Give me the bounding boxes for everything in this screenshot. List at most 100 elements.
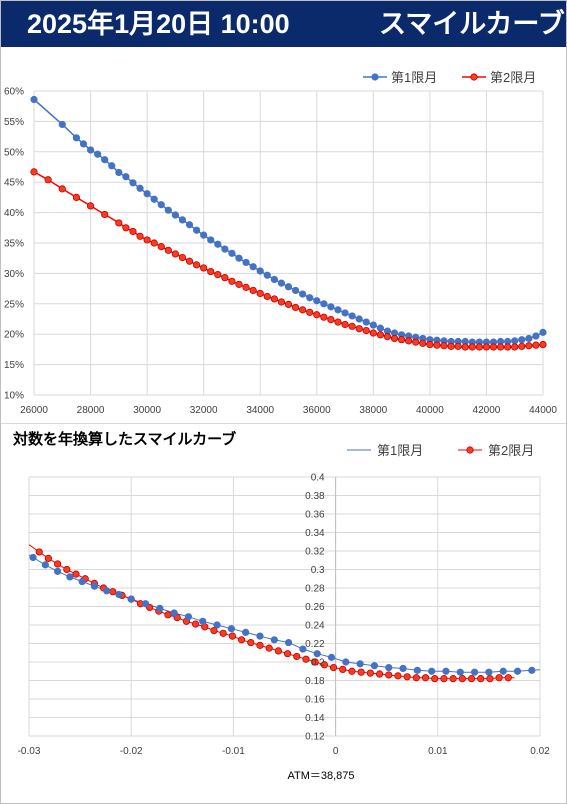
chart1-y-tick-label: 40% xyxy=(4,208,24,219)
chart1-point xyxy=(291,303,300,312)
chart1-point xyxy=(433,341,441,349)
chart1-point xyxy=(129,227,137,236)
chart2-point xyxy=(320,661,328,669)
chart1-point xyxy=(277,298,286,306)
chart1-point xyxy=(108,162,116,170)
chart2-point xyxy=(477,675,485,683)
chart1-point xyxy=(284,300,293,309)
chart2-x-tick-label: 0.01 xyxy=(428,746,448,757)
chart2-y-tick-label: 0.36 xyxy=(305,510,325,521)
chart2-x-tick-label: -0.03 xyxy=(18,746,41,757)
chart2-point xyxy=(44,554,53,563)
chart2-series-line-2 xyxy=(28,544,515,680)
chart2-point xyxy=(366,669,374,677)
chart2-point xyxy=(513,667,522,675)
chart2-point xyxy=(403,673,411,681)
chart1-point xyxy=(291,286,300,295)
chart1-x-tick-label: 40000 xyxy=(416,405,444,416)
chart2-point xyxy=(399,664,407,673)
chart1-point xyxy=(263,271,271,279)
chart2-y-tick-label: 0.32 xyxy=(305,547,325,558)
chart2-y-tick-label: 0.38 xyxy=(305,491,325,502)
chart1-y-tick-label: 45% xyxy=(4,178,24,189)
chart1-point xyxy=(405,337,413,345)
chart2-point xyxy=(156,604,164,612)
chart2-point xyxy=(29,553,37,562)
chart1-point xyxy=(532,341,540,349)
chart2-grid xyxy=(28,476,541,737)
chart1-point xyxy=(228,277,236,285)
chart1-point xyxy=(143,190,151,198)
chart2-legend: 第1限月 第2限月 xyxy=(347,443,534,458)
chart1-x-tick-label: 34000 xyxy=(246,405,274,416)
chart2-point xyxy=(78,577,86,586)
chart2-y-tick-label: 0.12 xyxy=(305,732,325,743)
chart2-y-tick-label: 0.28 xyxy=(305,584,325,595)
header-datetime: 2025年1月20日 10:00 xyxy=(27,9,290,39)
chart2-x-ticks: -0.03 -0.02 -0.01 0 0.01 0.02 xyxy=(18,746,551,757)
chart1-point xyxy=(122,173,130,181)
chart1-point xyxy=(341,309,349,317)
chart1-legend-marker xyxy=(470,73,478,81)
chart1-point xyxy=(454,342,462,350)
chart2-y-tick-label: 0.2 xyxy=(311,658,325,669)
chart1-point xyxy=(362,326,370,335)
chart1-point xyxy=(171,211,179,219)
chart2-point xyxy=(357,668,365,676)
chart1-point xyxy=(468,343,476,351)
chart2-y-tick-label: 0.3 xyxy=(311,565,325,576)
chart1-y-tick-label: 60% xyxy=(4,87,24,98)
chart1-point xyxy=(496,343,505,351)
chart2-point xyxy=(442,667,450,675)
chart1-point xyxy=(157,243,165,251)
chart1-point xyxy=(185,257,194,265)
chart1-x-tick-label: 38000 xyxy=(359,405,387,416)
chart2-point xyxy=(440,675,448,683)
chart2-point xyxy=(127,595,135,603)
chart1-point xyxy=(185,221,194,229)
chart1-point xyxy=(101,210,109,219)
chart1-point xyxy=(355,325,363,333)
chart2-point xyxy=(237,636,246,644)
chart2-point xyxy=(356,660,364,668)
chart2-point xyxy=(109,588,117,596)
chart1-legend: 第1限月 第2限月 xyxy=(363,70,536,85)
chart2-point xyxy=(385,671,393,679)
chart2-y-ticks: 0.12 0.14 0.16 0.18 0.2 0.22 0.24 0.26 0.28 0.3 0.… xyxy=(305,473,325,743)
chart2-point xyxy=(348,667,356,675)
chart1-legend-label: 第1限月 xyxy=(391,70,437,85)
chart2-point xyxy=(242,628,250,637)
chart2-point xyxy=(164,611,172,619)
chart2-point xyxy=(283,650,292,658)
chart1-point xyxy=(369,329,377,337)
chart2-point xyxy=(274,647,282,655)
chart2-point xyxy=(66,573,74,581)
chart2-point xyxy=(256,632,264,640)
chart1-point xyxy=(221,245,229,253)
chart1-points xyxy=(30,95,547,351)
chart1-point xyxy=(284,283,293,291)
chart1-point xyxy=(327,316,335,324)
chart1-point xyxy=(440,342,448,350)
chart1-point xyxy=(390,334,399,343)
chart1-point xyxy=(79,140,88,148)
chart2-point xyxy=(141,600,150,608)
chart2-point xyxy=(199,617,207,625)
chart1-point xyxy=(334,318,342,326)
chart2-point xyxy=(413,666,421,674)
chart2-point xyxy=(458,675,466,683)
chart1-y-tick-label: 55% xyxy=(4,117,24,128)
chart1-point xyxy=(306,294,314,302)
chart1-point xyxy=(207,236,215,244)
chart1-point xyxy=(221,274,229,282)
chart1-point xyxy=(94,150,102,158)
chart2-point xyxy=(313,650,321,658)
chart2-point xyxy=(329,663,338,672)
chart1-x-tick-label: 26000 xyxy=(20,405,48,416)
chart1-point xyxy=(235,280,243,288)
chart1-x-tick-label: 28000 xyxy=(77,405,105,416)
chart2-point xyxy=(485,668,493,676)
chart1-point xyxy=(150,239,158,247)
chart1-point xyxy=(86,202,95,210)
chart1-point xyxy=(306,308,314,316)
